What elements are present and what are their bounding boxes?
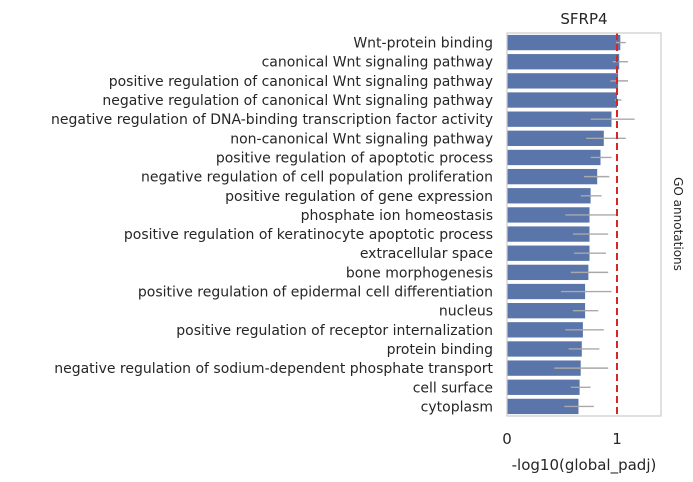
bar [507,341,582,357]
error-bars-layer [554,41,635,408]
y-tick-label: positive regulation of keratinocyte apop… [124,227,493,243]
bar [507,111,612,127]
bar [507,54,620,70]
bars-layer [507,34,621,415]
y-tick-label: positive regulation of canonical Wnt sig… [109,74,493,90]
y-tick-label: cytoplasm [421,399,493,415]
bar [507,283,586,300]
y-tick-label: negative regulation of DNA-binding trans… [51,112,493,128]
bar [507,130,604,146]
x-tick-label: 1 [612,430,622,448]
bar [507,360,581,376]
y-tick-label: positive regulation of apoptotic process [216,150,493,166]
bar [507,207,590,223]
x-axis-label: -log10(global_padj) [512,456,657,475]
y-tick-label: positive regulation of receptor internal… [176,323,493,339]
bar [507,379,580,395]
axes-frame [506,32,662,417]
y-tick-label: negative regulation of sodium-dependent … [54,361,493,377]
y-tick-label: extracellular space [360,246,493,262]
y-tick-label: negative regulation of canonical Wnt sig… [102,93,493,109]
right-axis-label: GO annotations [671,177,685,271]
y-tick-label: bone morphogenesis [346,265,493,281]
bar [507,245,590,261]
bar [507,73,619,89]
y-tick-label: non-canonical Wnt signaling pathway [230,131,493,147]
chart-title: SFRP4 [560,10,607,28]
bar [507,303,586,319]
bar [507,322,583,338]
y-tick-label: Wnt-protein binding [353,36,493,52]
bar [507,92,617,108]
y-tick-label: cell surface [413,380,493,396]
bar [507,34,621,51]
bar [507,149,601,166]
bar [507,168,598,185]
bar [507,264,589,281]
bar [507,398,579,415]
y-tick-label: canonical Wnt signaling pathway [262,55,493,71]
y-tick-label: protein binding [387,342,493,358]
y-tick-label: negative regulation of cell population p… [141,170,493,186]
y-tick-labels: Wnt-protein binding canonical Wnt signali… [51,36,493,416]
y-tick-label: phosphate ion homeostasis [301,208,493,224]
bar [507,188,591,204]
bar [507,226,590,242]
y-tick-label: positive regulation of gene expression [225,189,493,205]
y-tick-label: nucleus [439,304,493,320]
x-tick-label: 0 [502,430,512,448]
y-tick-label: positive regulation of epidermal cell di… [138,285,493,301]
